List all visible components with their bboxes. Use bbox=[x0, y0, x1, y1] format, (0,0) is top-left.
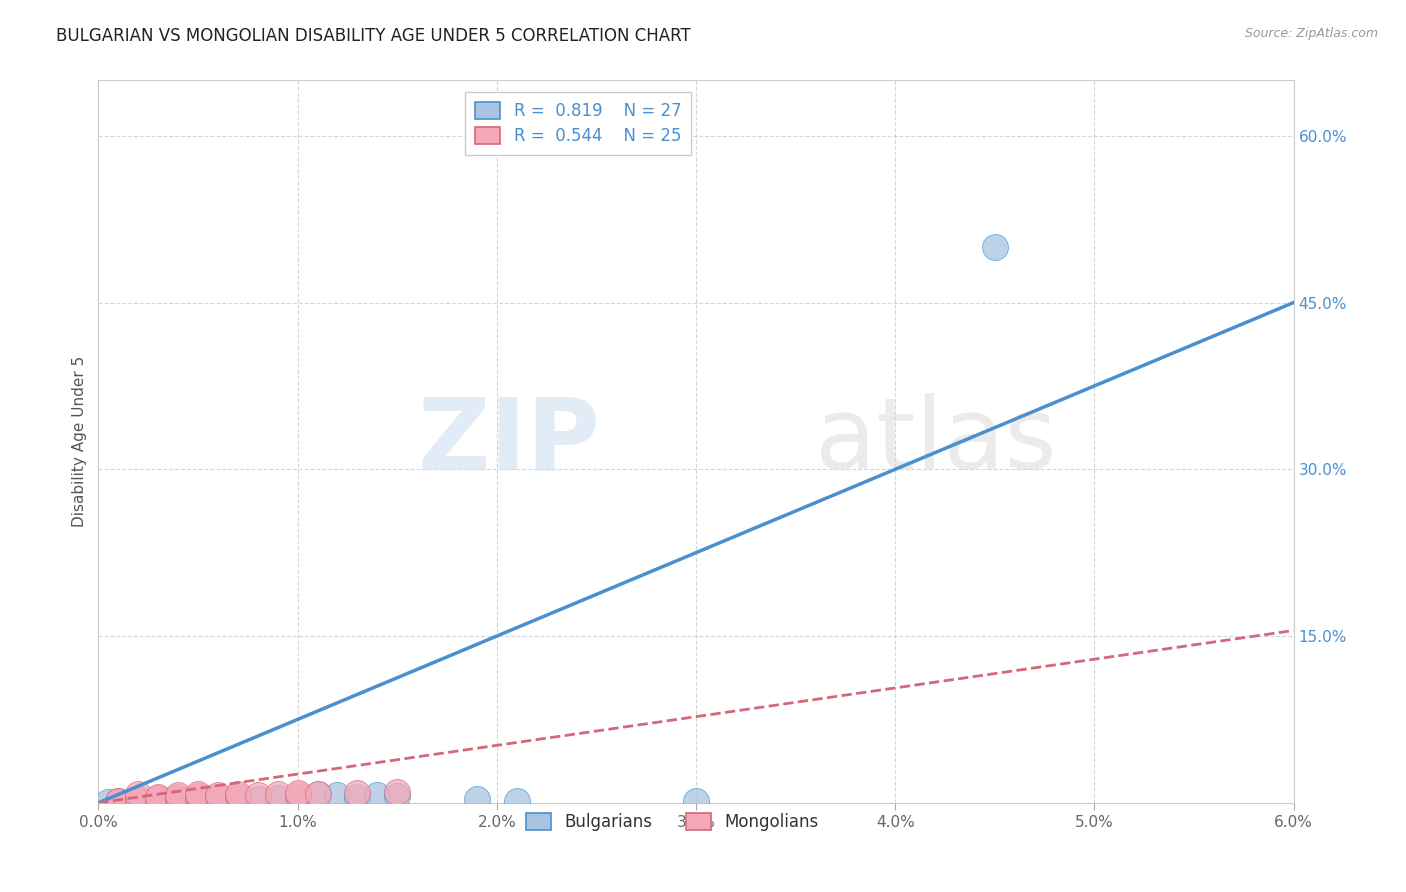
Point bbox=[107, 795, 129, 809]
Point bbox=[187, 791, 209, 805]
Point bbox=[307, 787, 329, 801]
Point bbox=[148, 794, 170, 808]
Point bbox=[167, 788, 190, 802]
Point bbox=[107, 794, 129, 808]
Text: ZIP: ZIP bbox=[418, 393, 600, 490]
Point bbox=[187, 794, 209, 808]
Point bbox=[207, 788, 229, 802]
Point bbox=[287, 791, 309, 805]
Point bbox=[287, 788, 309, 802]
Point bbox=[187, 787, 209, 801]
Point bbox=[127, 787, 149, 801]
Point bbox=[366, 788, 388, 802]
Text: BULGARIAN VS MONGOLIAN DISABILITY AGE UNDER 5 CORRELATION CHART: BULGARIAN VS MONGOLIAN DISABILITY AGE UN… bbox=[56, 27, 690, 45]
Point bbox=[127, 794, 149, 808]
Point bbox=[167, 790, 190, 805]
Point bbox=[97, 795, 120, 809]
Point bbox=[127, 792, 149, 806]
Point bbox=[287, 786, 309, 800]
Point bbox=[226, 787, 249, 801]
Point bbox=[226, 789, 249, 804]
Point bbox=[984, 240, 1007, 254]
Point bbox=[207, 790, 229, 805]
Point bbox=[385, 789, 409, 804]
Point bbox=[246, 792, 269, 806]
Legend: Bulgarians, Mongolians: Bulgarians, Mongolians bbox=[519, 806, 825, 838]
Point bbox=[326, 788, 349, 802]
Point bbox=[267, 791, 290, 805]
Point bbox=[148, 790, 170, 805]
Point bbox=[506, 794, 529, 808]
Point bbox=[465, 792, 488, 806]
Point bbox=[127, 794, 149, 808]
Point bbox=[346, 790, 368, 805]
Point bbox=[148, 791, 170, 805]
Point bbox=[685, 794, 707, 808]
Point bbox=[267, 787, 290, 801]
Point bbox=[346, 786, 368, 800]
Point bbox=[167, 792, 190, 806]
Point bbox=[127, 795, 149, 809]
Point bbox=[107, 794, 129, 808]
Point bbox=[148, 795, 170, 809]
Y-axis label: Disability Age Under 5: Disability Age Under 5 bbox=[72, 356, 87, 527]
Point bbox=[385, 785, 409, 799]
Point bbox=[148, 792, 170, 806]
Point bbox=[187, 789, 209, 804]
Point bbox=[148, 792, 170, 806]
Point bbox=[226, 791, 249, 805]
Point bbox=[207, 792, 229, 806]
Point bbox=[107, 795, 129, 809]
Text: Source: ZipAtlas.com: Source: ZipAtlas.com bbox=[1244, 27, 1378, 40]
Point bbox=[246, 788, 269, 802]
Point bbox=[307, 787, 329, 801]
Point bbox=[167, 794, 190, 808]
Text: atlas: atlas bbox=[815, 393, 1057, 490]
Point bbox=[127, 792, 149, 806]
Point bbox=[187, 792, 209, 806]
Point bbox=[167, 792, 190, 806]
